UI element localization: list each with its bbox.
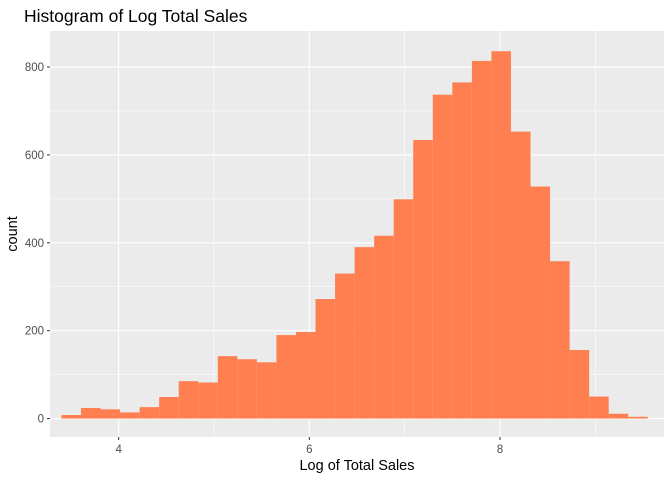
histogram-bar bbox=[452, 82, 472, 419]
histogram-bar bbox=[569, 350, 590, 419]
histogram-bar bbox=[120, 412, 140, 419]
histogram-bar bbox=[159, 397, 179, 419]
y-tick-label: 0 bbox=[38, 414, 44, 426]
histogram-bar bbox=[100, 409, 121, 419]
histogram-bar bbox=[550, 261, 570, 419]
histogram-bar bbox=[198, 382, 218, 419]
histogram-bar bbox=[256, 362, 277, 419]
histogram-bar bbox=[315, 299, 336, 419]
histogram-bar bbox=[471, 60, 492, 419]
histogram-bar bbox=[589, 396, 609, 419]
y-tick-label: 600 bbox=[25, 150, 44, 162]
histogram-bar bbox=[217, 356, 238, 419]
chart-title: Histogram of Log Total Sales bbox=[24, 6, 248, 26]
histogram-bar bbox=[491, 51, 511, 419]
histogram-bar bbox=[80, 408, 101, 419]
histogram-bar bbox=[393, 199, 414, 419]
histogram-bar bbox=[628, 416, 648, 419]
y-axis-title: count bbox=[5, 216, 21, 251]
y-axis-ticks: 0 200 400 600 800 bbox=[25, 62, 50, 426]
histogram-bar bbox=[608, 413, 629, 419]
histogram-bar bbox=[354, 247, 375, 419]
x-axis-title: Log of Total Sales bbox=[299, 458, 414, 474]
x-tick-label: 6 bbox=[306, 444, 312, 456]
y-tick-label: 400 bbox=[25, 238, 44, 250]
histogram-bar bbox=[530, 186, 551, 419]
histogram-bar bbox=[413, 139, 433, 419]
histogram-bar bbox=[178, 381, 199, 419]
histogram-bar bbox=[237, 359, 257, 419]
y-tick-label: 200 bbox=[25, 326, 44, 338]
histogram-bar bbox=[295, 331, 316, 419]
x-axis-ticks: 4 6 8 bbox=[115, 437, 503, 456]
histogram-bar bbox=[374, 235, 394, 419]
y-tick-label: 800 bbox=[25, 62, 44, 74]
x-tick-label: 4 bbox=[115, 444, 122, 456]
histogram-bar bbox=[432, 94, 453, 419]
histogram-bar bbox=[61, 415, 81, 419]
histogram-bar bbox=[335, 273, 355, 419]
histogram-bar bbox=[276, 335, 296, 419]
histogram-bar bbox=[139, 407, 160, 419]
histogram-bar bbox=[510, 131, 531, 419]
x-tick-label: 8 bbox=[497, 444, 503, 456]
histogram-bars bbox=[61, 51, 648, 419]
